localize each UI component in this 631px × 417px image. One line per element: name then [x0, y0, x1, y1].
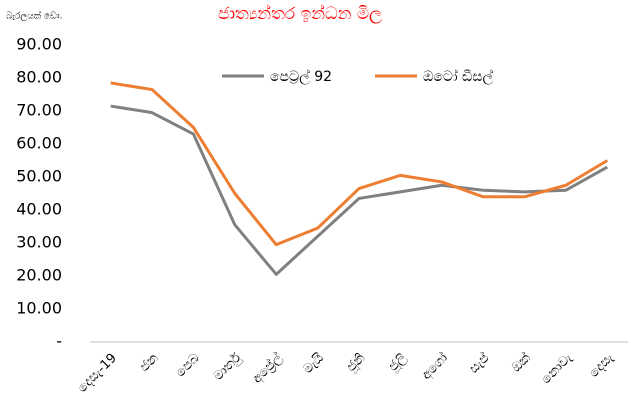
y-tick-label: 20.00: [16, 266, 62, 285]
x-tick-label: සැප්: [466, 350, 493, 377]
y-tick-label: 60.00: [16, 134, 62, 153]
chart-title: ජාත්‍යන්තර ඉන්ධන මිල: [218, 4, 382, 24]
x-tick-label: දෙසැ-19: [75, 351, 120, 396]
y-tick-label: 70.00: [16, 101, 62, 120]
y-tick-label: 50.00: [16, 167, 62, 186]
x-tick-label: අගෝ: [418, 350, 451, 383]
x-tick-label: මැයි: [300, 350, 327, 377]
x-tick-label: ජූලි: [386, 351, 410, 375]
y-tick-label: 30.00: [16, 233, 62, 252]
y-tick-label: -: [56, 332, 62, 351]
y-tick-label: 90.00: [16, 35, 62, 54]
y-tick-label: 10.00: [16, 299, 62, 318]
x-tick-label: අප්‍රේල්: [249, 350, 286, 387]
legend-label: පෙට්‍රල් 92: [270, 69, 332, 85]
x-tick-label: ජූනි: [344, 350, 369, 375]
line-series: [110, 104, 609, 276]
y-tick-label: 80.00: [16, 68, 62, 87]
x-tick-label: දෙසැ: [586, 350, 616, 380]
x-tick-label: ජන: [137, 350, 162, 375]
y-tick-label: 40.00: [16, 200, 62, 219]
x-tick-label: මාර්තු: [210, 350, 244, 384]
y-axis-label: බැරලයක් ඩො.: [6, 10, 63, 21]
x-tick-label: නොවැ: [539, 350, 576, 387]
legend-label: ඔටෝ ඩීසල්: [423, 69, 493, 85]
x-tick-label: ඔක්: [508, 350, 534, 376]
x-tick-label: පෙබ: [173, 351, 203, 381]
line-series: [110, 81, 609, 247]
